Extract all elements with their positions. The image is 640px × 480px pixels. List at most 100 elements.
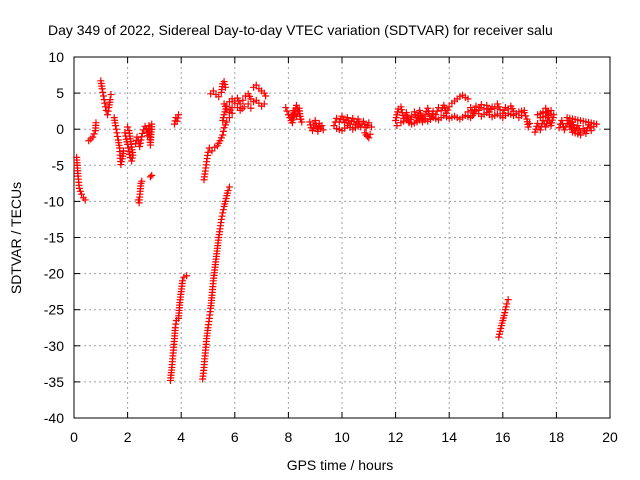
y-tick-label: 0 xyxy=(56,121,64,137)
y-tick-label: -25 xyxy=(44,302,64,318)
data-point xyxy=(125,127,133,135)
data-point xyxy=(217,215,225,223)
data-point xyxy=(173,117,181,125)
data-point xyxy=(244,100,252,108)
data-point xyxy=(349,114,357,122)
data-point xyxy=(104,107,112,115)
data-point xyxy=(204,148,212,156)
x-tick-label: 14 xyxy=(441,429,457,445)
data-point xyxy=(260,100,268,108)
data-point xyxy=(137,136,145,144)
y-tick-label: 10 xyxy=(48,49,64,65)
data-point xyxy=(477,101,485,109)
y-tick-label: -40 xyxy=(44,410,64,426)
y-tick-label: -30 xyxy=(44,338,64,354)
data-point xyxy=(120,147,128,155)
y-axis-label: SDTVAR / TECUs xyxy=(8,182,24,294)
y-tick-label: 5 xyxy=(56,85,64,101)
data-point xyxy=(359,117,367,125)
data-point xyxy=(239,96,247,104)
data-point xyxy=(367,123,375,131)
data-point xyxy=(558,117,566,125)
x-tick-label: 20 xyxy=(602,429,618,445)
x-tick-label: 4 xyxy=(177,429,185,445)
data-point xyxy=(113,129,121,137)
grid-lines xyxy=(74,57,610,418)
data-point xyxy=(252,81,260,89)
data-point xyxy=(365,134,373,142)
data-point xyxy=(104,111,111,119)
data-point xyxy=(444,106,452,114)
data-point xyxy=(138,133,146,141)
data-point xyxy=(365,119,373,127)
x-tick-label: 18 xyxy=(549,429,565,445)
data-point xyxy=(526,119,534,127)
data-point xyxy=(247,104,255,112)
data-point xyxy=(174,114,182,122)
data-point xyxy=(366,130,374,138)
data-point xyxy=(464,108,472,116)
data-point xyxy=(496,106,504,114)
x-axis: 0 2 4 6 8 10 12 14 16 18 20 xyxy=(70,57,618,445)
data-point xyxy=(433,107,441,115)
data-point xyxy=(208,147,216,155)
data-point xyxy=(522,112,530,120)
data-point xyxy=(288,119,296,127)
data-point xyxy=(219,127,227,135)
data-point xyxy=(148,120,156,128)
data-point xyxy=(524,123,532,131)
x-tick-label: 12 xyxy=(388,429,404,445)
data-point xyxy=(587,127,595,135)
data-point xyxy=(175,111,183,119)
data-point xyxy=(183,272,191,280)
data-point xyxy=(100,96,108,104)
data-point xyxy=(471,106,479,114)
data-point xyxy=(560,126,568,134)
data-point xyxy=(491,104,499,112)
data-point xyxy=(101,103,109,111)
y-axis: 10 5 0 -5 -10 -15 -20 -25 -30 -35 -40 xyxy=(44,49,610,426)
data-point xyxy=(543,120,551,128)
data-point xyxy=(209,87,217,95)
data-point xyxy=(338,112,346,120)
data-point xyxy=(223,118,231,126)
x-tick-label: 10 xyxy=(334,429,350,445)
data-point xyxy=(112,125,120,133)
data-point xyxy=(240,103,248,111)
chart-title: Day 349 of 2022, Sidereal Day-to-day VTE… xyxy=(48,22,553,38)
data-point xyxy=(124,123,132,131)
data-point xyxy=(218,212,226,220)
x-tick-label: 6 xyxy=(231,429,239,445)
data-point xyxy=(112,122,120,130)
data-point xyxy=(319,126,327,134)
data-point xyxy=(445,103,453,111)
data-point xyxy=(136,143,144,151)
x-tick-label: 16 xyxy=(495,429,511,445)
data-point xyxy=(148,171,156,179)
data-point xyxy=(146,173,154,181)
x-tick-label: 2 xyxy=(124,429,132,445)
data-point xyxy=(179,277,187,285)
data-point xyxy=(520,109,528,117)
data-point xyxy=(469,109,477,117)
data-point xyxy=(282,104,290,112)
data-point xyxy=(106,96,114,104)
data-point xyxy=(464,95,472,103)
x-tick-label: 8 xyxy=(285,429,293,445)
data-point xyxy=(577,131,585,139)
y-tick-label: -15 xyxy=(44,230,64,246)
data-point xyxy=(138,177,146,185)
data-point xyxy=(343,114,351,122)
data-point xyxy=(99,88,107,96)
data-point xyxy=(483,101,491,109)
data-point xyxy=(547,106,555,114)
data-point xyxy=(107,91,115,99)
data-point xyxy=(114,132,122,140)
data-point xyxy=(236,100,244,108)
data-point xyxy=(224,187,232,195)
data-point xyxy=(503,300,511,308)
data-point xyxy=(333,114,341,122)
data-point xyxy=(98,85,106,93)
data-point xyxy=(78,190,86,198)
